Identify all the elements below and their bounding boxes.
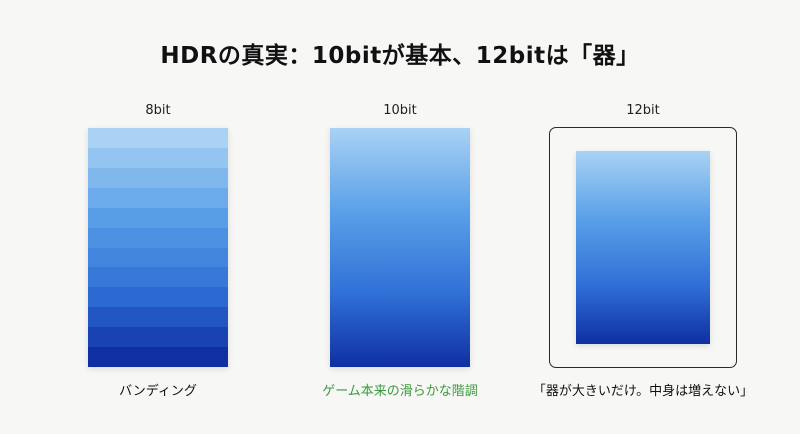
gradient-band [88,167,228,188]
gradient-band [88,287,228,308]
label-12bit: 12bit [626,103,660,118]
gradient-band [88,147,228,168]
caption-8bit: バンディング [119,384,197,399]
gradient-band [88,207,228,228]
gradient-band [88,128,228,148]
banded-gradient-8bit [88,128,228,368]
smooth-gradient-12bit [576,151,710,344]
gradient-band [88,187,228,208]
caption-10bit: ゲーム本来の滑らかな階調 [322,384,478,399]
caption-12bit: 「器が大きいだけ。中身は増えない」 [532,384,754,399]
gradient-band [88,267,228,288]
label-10bit: 10bit [383,103,417,118]
page-title: HDRの真実：10bitが基本、12bitは「器」 [160,43,640,69]
smooth-gradient-10bit [330,128,470,367]
gradient-band [88,327,228,348]
gradient-band [88,247,228,268]
gradient-band [88,307,228,328]
gradient-band [88,347,228,368]
label-8bit: 8bit [145,103,171,118]
gradient-band [88,227,228,248]
